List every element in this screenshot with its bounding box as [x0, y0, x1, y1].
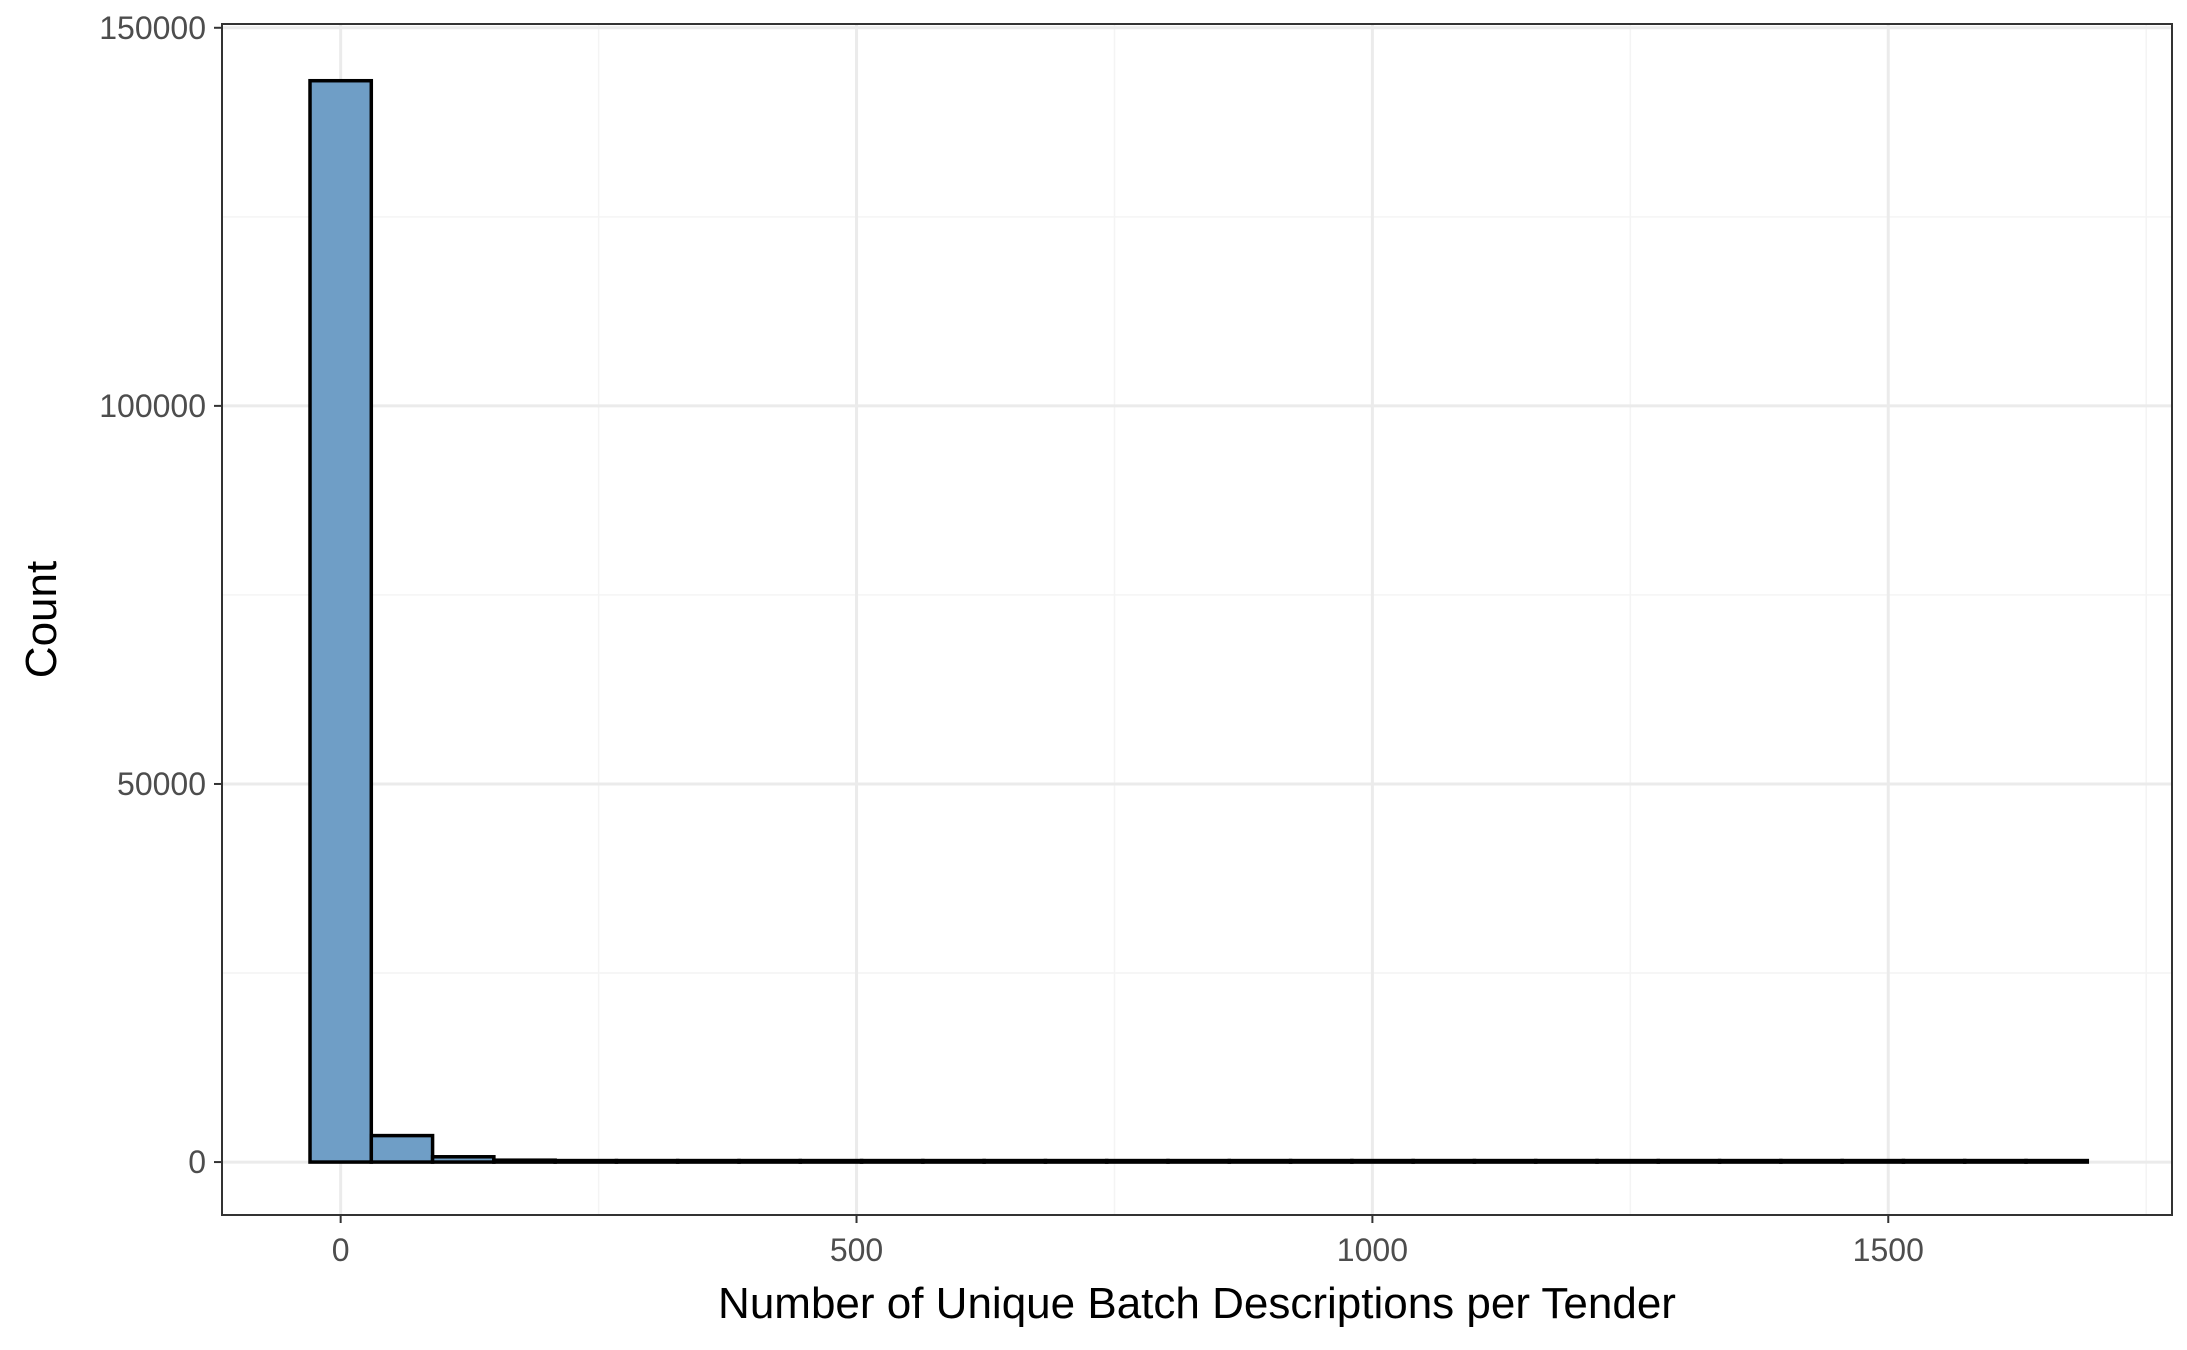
axis-ticks: 0 500 1000 1500 0 50000 100000 150000: [99, 10, 1924, 1268]
x-tick-label: 1500: [1853, 1232, 1924, 1268]
histogram-bar: [921, 1158, 986, 1164]
y-tick-label: 0: [188, 1144, 206, 1180]
histogram-bar: [1288, 1158, 1354, 1164]
histogram-bar: [1533, 1158, 1599, 1164]
x-axis-title: Number of Unique Batch Descriptions per …: [718, 1279, 1676, 1328]
histogram-bar: [1227, 1158, 1293, 1164]
histogram-bar: [430, 1155, 496, 1164]
histogram-bar: [1411, 1158, 1477, 1164]
y-tick-label: 100000: [99, 388, 206, 424]
y-tick-label: 50000: [117, 766, 206, 802]
histogram-bar: [614, 1158, 680, 1164]
histogram-bar: [1166, 1158, 1232, 1164]
histogram-bar: [798, 1158, 864, 1164]
histogram-bar: [1595, 1158, 1661, 1164]
x-tick-label: 0: [332, 1232, 350, 1268]
plot-panel-border: [221, 23, 2173, 1216]
histogram-bar: [1779, 1158, 1844, 1164]
histogram-bar: [1350, 1158, 1415, 1164]
histogram-bar: [308, 78, 374, 1164]
histogram-bar: [675, 1158, 741, 1164]
histogram-bar: [859, 1158, 925, 1164]
y-axis-title: Count: [17, 561, 66, 678]
histogram-bar: [1104, 1158, 1170, 1164]
histogram-bar: [1043, 1158, 1109, 1164]
histogram-bar: [492, 1158, 557, 1164]
histogram-bar: [2024, 1158, 2090, 1164]
x-tick-label: 500: [830, 1232, 883, 1268]
histogram-bar: [982, 1158, 1048, 1164]
histogram-bar: [1472, 1158, 1538, 1164]
histogram-bar: [1717, 1158, 1783, 1164]
histogram-bar: [1962, 1158, 2028, 1164]
grid-lines: [222, 24, 2172, 1215]
histogram-bar: [737, 1158, 803, 1164]
y-tick-label: 150000: [99, 10, 206, 46]
histogram-bar: [1901, 1158, 1967, 1164]
histogram-bar: [369, 1133, 435, 1164]
histogram-bar: [553, 1158, 619, 1164]
histogram-bar: [1840, 1158, 1906, 1164]
x-tick-label: 1000: [1337, 1232, 1408, 1268]
histogram-bar: [1656, 1158, 1722, 1164]
histogram-bars: [308, 78, 2090, 1164]
